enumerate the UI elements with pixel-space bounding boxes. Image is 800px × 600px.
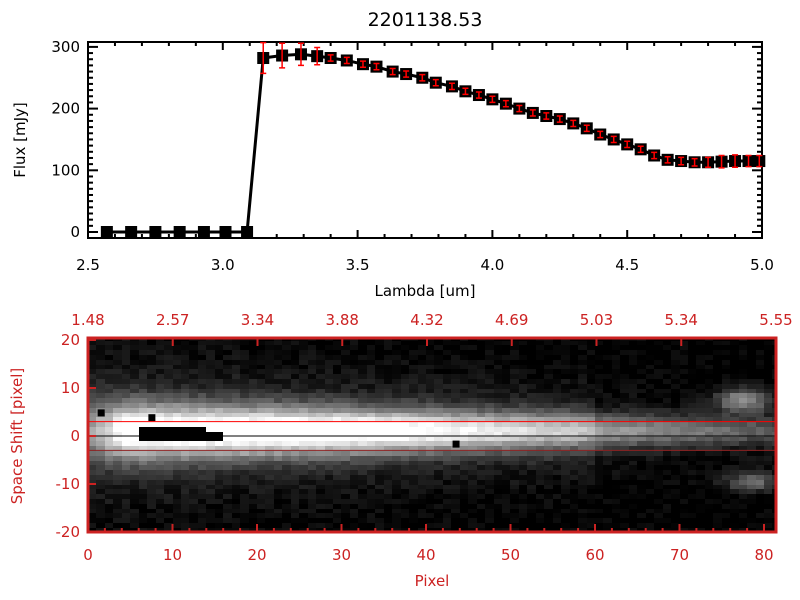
flux-marker: [173, 226, 186, 238]
error-bar: [297, 42, 304, 67]
bottom-y-axis-label: Space Shift [pixel]: [8, 368, 26, 505]
flux-marker: [197, 226, 210, 238]
top-x-tick-label: 5.55: [759, 311, 792, 329]
error-bar: [448, 82, 455, 91]
y-tick-label: 20: [61, 331, 80, 349]
x-tick-label: 3.0: [211, 256, 235, 274]
error-bar: [756, 154, 763, 168]
x-tick-label: 60: [585, 546, 604, 564]
error-bar: [516, 104, 523, 113]
top-x-tick-label: 2.57: [156, 311, 189, 329]
error-bar: [624, 140, 631, 149]
x-tick-label: 5.0: [750, 256, 774, 274]
top-plot-frame: [87, 41, 763, 239]
error-bar: [432, 78, 439, 87]
y-tick-label: -10: [56, 475, 81, 493]
y-tick-label: 300: [51, 38, 80, 56]
error-bar: [705, 156, 712, 168]
flux-marker: [125, 226, 138, 238]
flux-marker: [219, 226, 232, 238]
bottom-plot-frame: [86, 336, 778, 534]
x-tick-label: 50: [501, 546, 520, 564]
error-bar: [389, 67, 396, 76]
error-bar: [664, 155, 671, 164]
x-tick-label: 30: [332, 546, 351, 564]
x-tick-label: 80: [754, 546, 773, 564]
x-tick-label: 40: [416, 546, 435, 564]
y-tick-label: 10: [61, 379, 80, 397]
x-tick-label: 10: [163, 546, 182, 564]
top-x-tick-label: 5.34: [665, 311, 698, 329]
error-bar: [745, 154, 752, 168]
top-x-tick-label: 5.03: [580, 311, 613, 329]
y-tick-label: 0: [70, 223, 80, 241]
top-x-axis-label: Lambda [um]: [375, 282, 476, 300]
top-x-tick-label: 3.88: [326, 311, 359, 329]
error-bar: [373, 62, 380, 71]
error-bar: [419, 73, 426, 82]
y-tick-label: 100: [51, 161, 80, 179]
flux-marker: [149, 226, 162, 238]
error-bar: [732, 154, 739, 168]
error-bar: [359, 60, 366, 69]
error-bar: [570, 119, 577, 128]
error-bar: [462, 87, 469, 96]
top-x-tick-label: 3.34: [241, 311, 274, 329]
x-tick-label: 0: [83, 546, 93, 564]
error-bar: [691, 157, 698, 167]
error-bar: [543, 112, 550, 120]
error-bar: [556, 115, 563, 123]
error-bar: [637, 145, 644, 154]
y-tick-label: 200: [51, 100, 80, 118]
flux-marker: [241, 226, 254, 238]
error-bar: [475, 91, 482, 99]
top-x-tick-label: 4.32: [410, 311, 443, 329]
error-bar: [651, 151, 658, 160]
error-bar: [583, 124, 590, 133]
x-tick-label: 3.5: [346, 256, 370, 274]
flux-marker: [100, 226, 113, 238]
error-bar: [489, 95, 496, 104]
error-bar: [314, 46, 321, 66]
error-bar: [610, 135, 617, 144]
error-bar: [327, 54, 334, 62]
y-tick-label: 0: [70, 427, 80, 445]
y-tick-label: -20: [56, 523, 81, 541]
x-tick-label: 70: [670, 546, 689, 564]
top-chart-title: 2201138.53: [368, 9, 483, 31]
error-bar: [502, 99, 509, 108]
error-bar: [343, 56, 350, 65]
error-bar: [279, 42, 286, 69]
error-bar: [529, 109, 536, 117]
error-bar: [718, 154, 725, 169]
top-x-tick-label: 1.48: [71, 311, 104, 329]
bottom-x-axis-label: Pixel: [415, 572, 450, 590]
top-y-axis-label: Flux [mJy]: [11, 102, 29, 178]
error-bar: [260, 41, 267, 75]
error-bar: [678, 156, 685, 166]
error-bar: [597, 130, 604, 139]
spectrum-2d-image: [88, 338, 776, 532]
x-tick-label: 2.5: [76, 256, 100, 274]
x-tick-label: 4.0: [480, 256, 504, 274]
error-bar: [403, 70, 410, 78]
x-tick-label: 20: [247, 546, 266, 564]
top-x-tick-label: 4.69: [495, 311, 528, 329]
x-tick-label: 4.5: [615, 256, 639, 274]
